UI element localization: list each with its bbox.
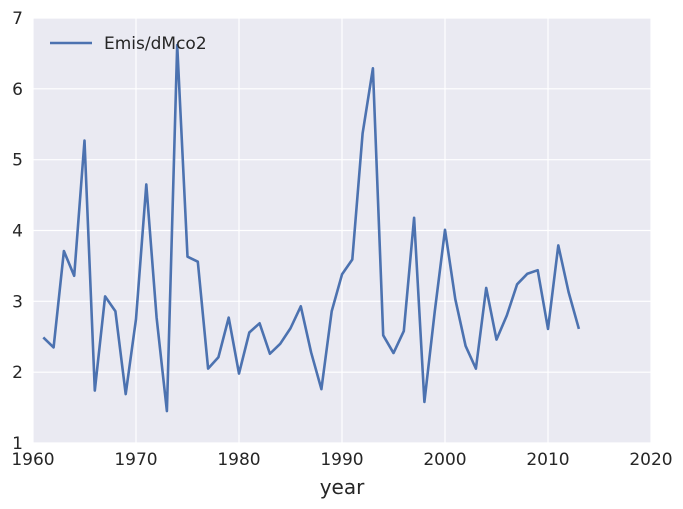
y-tick-label: 3 [12,292,23,312]
x-tick-label: 1960 [11,450,54,470]
gridlines [32,17,652,444]
x-tick-label: 1980 [217,450,260,470]
y-tick-label: 5 [12,151,23,171]
legend: Emis/dMco2 [50,34,207,54]
x-tick-label: 2010 [526,450,569,470]
y-tick-label: 7 [12,9,23,29]
x-tick-label: 2020 [629,450,672,470]
legend-label: Emis/dMco2 [104,34,207,54]
y-tick-label: 6 [12,80,23,100]
y-tick-label: 2 [12,363,23,383]
x-tick-labels: 1960 1970 1980 1990 2000 2010 2020 [11,450,672,470]
x-tick-label: 1970 [114,450,157,470]
x-axis-label: year [320,475,365,499]
series-line [42,43,581,413]
y-tick-labels: 1 2 3 4 5 6 7 [12,9,23,454]
series-layer [42,43,581,413]
y-tick-label: 1 [12,434,23,454]
x-tick-label: 1990 [320,450,363,470]
x-tick-label: 2000 [423,450,466,470]
y-tick-label: 4 [12,222,23,242]
